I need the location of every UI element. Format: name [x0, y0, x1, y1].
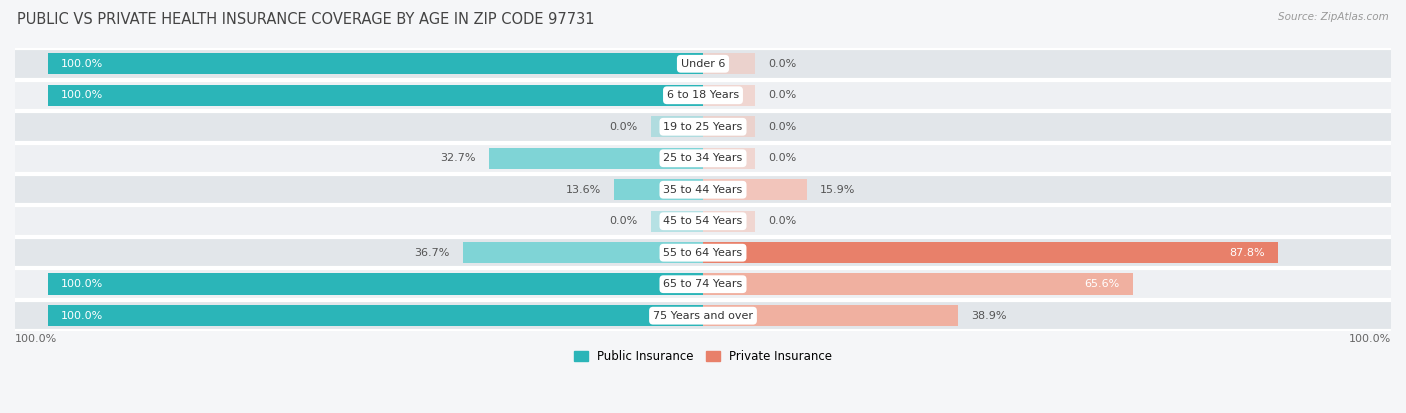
Bar [48, 85, 703, 106]
Text: 32.7%: 32.7% [440, 153, 475, 163]
Bar [651, 116, 703, 138]
Bar [15, 270, 1391, 299]
Text: 100.0%: 100.0% [60, 59, 103, 69]
Text: 75 Years and over: 75 Years and over [652, 311, 754, 320]
Text: 87.8%: 87.8% [1230, 248, 1265, 258]
Bar [703, 53, 755, 74]
Bar [703, 305, 957, 326]
Bar [703, 147, 755, 169]
Text: 0.0%: 0.0% [769, 216, 797, 226]
Bar [651, 211, 703, 232]
Bar [15, 175, 1391, 204]
Bar [15, 81, 1391, 110]
Text: 19 to 25 Years: 19 to 25 Years [664, 122, 742, 132]
Text: 100.0%: 100.0% [60, 311, 103, 320]
Text: 0.0%: 0.0% [609, 122, 637, 132]
Text: Under 6: Under 6 [681, 59, 725, 69]
Text: 0.0%: 0.0% [769, 122, 797, 132]
Bar [48, 53, 703, 74]
Bar [489, 147, 703, 169]
Legend: Public Insurance, Private Insurance: Public Insurance, Private Insurance [569, 346, 837, 368]
Text: 100.0%: 100.0% [15, 334, 58, 344]
Text: 13.6%: 13.6% [565, 185, 600, 195]
Text: 100.0%: 100.0% [60, 90, 103, 100]
Text: Source: ZipAtlas.com: Source: ZipAtlas.com [1278, 12, 1389, 22]
Bar [15, 238, 1391, 267]
Text: 45 to 54 Years: 45 to 54 Years [664, 216, 742, 226]
Text: 35 to 44 Years: 35 to 44 Years [664, 185, 742, 195]
Bar [48, 273, 703, 295]
Bar [703, 116, 755, 138]
Text: 38.9%: 38.9% [972, 311, 1007, 320]
Text: 100.0%: 100.0% [60, 279, 103, 289]
Bar [15, 207, 1391, 236]
Text: 0.0%: 0.0% [609, 216, 637, 226]
Bar [48, 305, 703, 326]
Bar [15, 112, 1391, 141]
Bar [703, 242, 1278, 263]
Text: 0.0%: 0.0% [769, 59, 797, 69]
Text: 25 to 34 Years: 25 to 34 Years [664, 153, 742, 163]
Text: 15.9%: 15.9% [820, 185, 856, 195]
Bar [15, 144, 1391, 173]
Text: 55 to 64 Years: 55 to 64 Years [664, 248, 742, 258]
Text: 6 to 18 Years: 6 to 18 Years [666, 90, 740, 100]
Bar [15, 301, 1391, 330]
Bar [703, 179, 807, 200]
Bar [703, 273, 1133, 295]
Bar [703, 85, 755, 106]
Text: 100.0%: 100.0% [1348, 334, 1391, 344]
Text: 0.0%: 0.0% [769, 153, 797, 163]
Bar [703, 211, 755, 232]
Text: 0.0%: 0.0% [769, 90, 797, 100]
Text: PUBLIC VS PRIVATE HEALTH INSURANCE COVERAGE BY AGE IN ZIP CODE 97731: PUBLIC VS PRIVATE HEALTH INSURANCE COVER… [17, 12, 595, 27]
Bar [463, 242, 703, 263]
Bar [614, 179, 703, 200]
Text: 65 to 74 Years: 65 to 74 Years [664, 279, 742, 289]
Text: 65.6%: 65.6% [1084, 279, 1119, 289]
Bar [15, 49, 1391, 78]
Text: 36.7%: 36.7% [413, 248, 450, 258]
